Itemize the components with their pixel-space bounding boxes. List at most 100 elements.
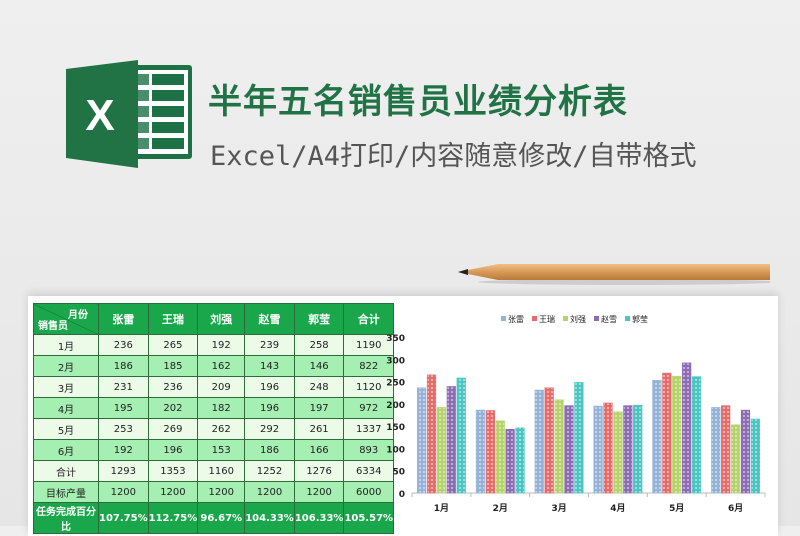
y-tick-label: 300 (386, 356, 405, 366)
table-cell: 196 (244, 397, 295, 419)
row-label: 目标产量 (33, 481, 99, 503)
bar-刘强-5月 (672, 375, 682, 494)
bar-王瑞-6月 (721, 405, 731, 494)
table-cell: 236 (98, 334, 149, 356)
table-row: 2月 186 185 162 143 146 822 (33, 355, 395, 377)
bar-张雷-5月 (652, 379, 662, 494)
bar-赵雪-4月 (623, 405, 633, 494)
bar-张雷-6月 (711, 407, 721, 494)
table-cell: 104.33% (244, 502, 295, 534)
bar-赵雪-3月 (564, 405, 574, 494)
bar-张雷-3月 (534, 389, 544, 494)
table-cell: 292 (244, 418, 295, 440)
table-cell: 1200 (244, 481, 295, 503)
row-label: 1月 (33, 334, 99, 356)
table-cell: 202 (147, 397, 199, 419)
legend-label: 张雷 (508, 315, 524, 324)
table-cell: 107.75% (98, 502, 149, 534)
table-cell: 192 (98, 439, 149, 461)
table-cell: 1353 (147, 460, 199, 482)
table-cell: 6334 (343, 460, 395, 482)
bar-王瑞-2月 (485, 410, 495, 494)
x-tick-label: 3月 (551, 503, 566, 514)
bar-张雷-4月 (593, 405, 603, 494)
corner-month-label: 月份 (68, 310, 88, 321)
bar-王瑞-1月 (426, 374, 437, 494)
table-cell: 1200 (147, 481, 199, 503)
table-cell: 1200 (293, 481, 345, 503)
table-cell: 192 (197, 334, 246, 356)
y-tick-label: 250 (386, 379, 405, 389)
bar-刘强-1月 (436, 407, 447, 494)
x-tick-label: 5月 (669, 503, 684, 514)
table-row: 任务完成百分比 107.75% 112.75% 96.67% 104.33% 106.33… (33, 502, 395, 534)
bar-郭莹-3月 (574, 382, 584, 494)
bar-刘强-4月 (613, 411, 623, 494)
table-cell: 96.67% (197, 502, 246, 534)
table-cell: 185 (147, 355, 199, 377)
row-label: 3月 (33, 376, 99, 398)
table-cell: 822 (343, 355, 395, 377)
bar-赵雪-6月 (740, 409, 751, 494)
corner-cell: 月份 销售员 (33, 303, 99, 335)
table-cell: 231 (98, 376, 149, 398)
table-cell: 1276 (293, 460, 345, 482)
legend-swatch (501, 316, 506, 321)
table-cell: 972 (343, 397, 395, 419)
table-cell: 153 (197, 439, 246, 461)
legend-label: 刘强 (570, 314, 586, 324)
x-tick-label: 2月 (493, 503, 508, 514)
table-cell: 166 (293, 439, 345, 461)
table-row: 目标产量 1200 1200 1200 1200 1200 6000 (33, 481, 395, 503)
table-cell: 1293 (98, 460, 149, 482)
table-cell: 1337 (343, 418, 395, 440)
sales-table: 月份 销售员 张雷 王瑞 刘强 赵雪 郭莹 合计 1月 236 265 192 239 258 1190 2月… (33, 303, 395, 534)
legend-swatch (625, 316, 630, 321)
table-row: 4月 195 202 182 196 197 972 (33, 397, 395, 419)
legend-label: 郭莹 (632, 314, 648, 324)
table-cell: 196 (147, 439, 199, 461)
row-label: 4月 (33, 397, 99, 419)
table-cell: 106.33% (293, 502, 345, 534)
table-cell: 248 (293, 376, 345, 398)
table-cell: 182 (197, 397, 246, 419)
table-cell: 893 (343, 439, 395, 461)
table-cell: 1200 (197, 481, 246, 503)
table-cell: 143 (244, 355, 295, 377)
x-tick-label: 6月 (728, 503, 743, 514)
column-header: 郭莹 (293, 303, 345, 335)
x-tick-label: 4月 (610, 503, 625, 514)
bar-刘强-6月 (730, 424, 741, 494)
row-label: 5月 (33, 418, 99, 440)
column-header: 刘强 (197, 303, 246, 335)
bar-赵雪-1月 (446, 386, 456, 494)
table-cell: 146 (293, 355, 345, 377)
y-tick-label: 0 (399, 490, 405, 500)
table-cell: 162 (197, 355, 246, 377)
excel-logo: X (66, 60, 192, 168)
pencil-decoration (458, 264, 770, 285)
table-cell: 265 (147, 334, 199, 356)
bar-郭莹-5月 (691, 376, 702, 494)
row-label: 合计 (33, 460, 99, 482)
table-cell: 197 (293, 397, 345, 419)
logo-letter: X (85, 91, 114, 140)
table-cell: 253 (98, 418, 149, 440)
table-cell: 209 (197, 376, 246, 398)
table-cell: 195 (98, 397, 149, 419)
x-tick-label: 1月 (434, 503, 449, 514)
page-subtitle: Excel/A4打印/内容随意修改/自带格式 (210, 141, 697, 172)
bar-王瑞-5月 (662, 372, 672, 494)
table-cell: 1252 (244, 460, 295, 482)
corner-salesperson-label: 销售员 (38, 321, 68, 332)
table-cell: 6000 (343, 481, 395, 503)
column-header: 张雷 (98, 303, 149, 335)
table-cell: 258 (293, 334, 345, 356)
bar-郭莹-6月 (750, 418, 760, 494)
y-tick-label: 350 (386, 334, 405, 344)
table-cell: 1120 (343, 376, 395, 398)
row-label: 2月 (33, 355, 99, 377)
y-tick-label: 50 (392, 468, 405, 478)
legend-label: 赵雪 (601, 314, 617, 324)
y-tick-label: 100 (386, 445, 405, 455)
